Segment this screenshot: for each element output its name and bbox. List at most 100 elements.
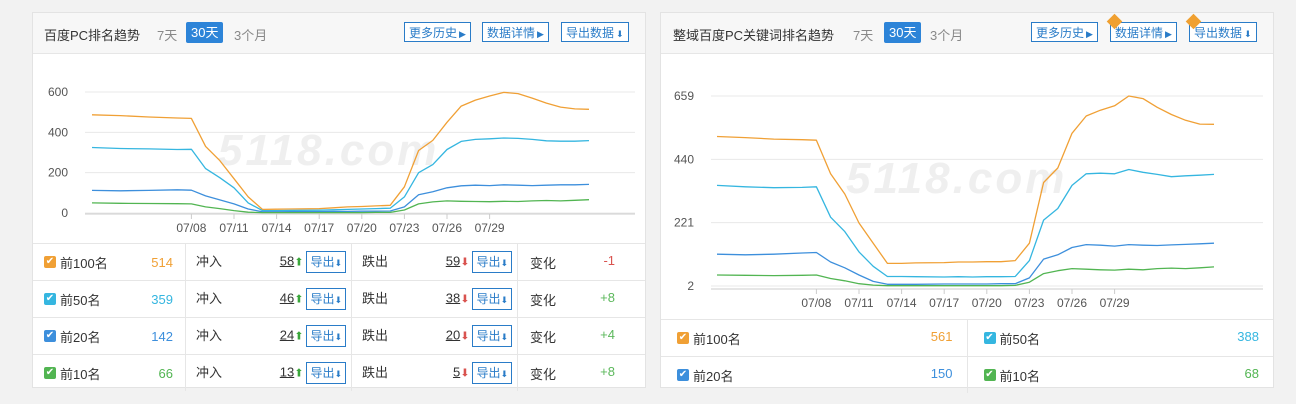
y-tick-label: 659 — [674, 89, 694, 103]
series-line — [91, 137, 590, 212]
x-tick-label: 07/20 — [347, 221, 377, 235]
export-button[interactable]: 导出⬇ — [472, 251, 512, 273]
export-button[interactable]: 导出⬇ — [306, 251, 346, 273]
export-button[interactable]: 导出⬇ — [306, 288, 346, 310]
legend-label: 前20名 — [693, 368, 734, 384]
series-line — [716, 168, 1215, 278]
legend-value: 68 — [1244, 365, 1259, 381]
arrow-up-icon: ⬆ — [294, 293, 304, 306]
checkbox-icon[interactable]: ✔ — [983, 332, 996, 344]
domain-keyword-rank-chart: 5118.com 659 440 221 2 07/08 07/11 07/14 07/17 0… — [674, 89, 1263, 310]
change-cell: 变化 +8 — [517, 280, 645, 318]
rise-label: 冲入 — [196, 328, 223, 343]
export-label: 导出 — [476, 292, 501, 306]
drop-count[interactable]: 59 — [445, 253, 461, 269]
y-tick-label: 221 — [674, 216, 694, 230]
rank-row: ✔ 前10名 66 冲入 13⬆ 导出⬇ 跌出 5⬇ 导出⬇ 变化 +8 — [33, 354, 645, 391]
watermark: 5118.com — [218, 126, 439, 175]
tab-30-days[interactable]: 30天 — [884, 22, 922, 43]
tab-3-months[interactable]: 3个月 — [930, 28, 964, 43]
change-value: -1 — [603, 252, 615, 268]
x-tick-label: 07/20 — [972, 296, 1002, 310]
domain-keyword-rank-panel: 整域百度PC关键词排名趋势 7天 30天 3个月 更多历史 ▶ 数据详情 ▶ 导出数… — [660, 12, 1274, 393]
checkbox-icon[interactable]: ✔ — [44, 293, 56, 305]
change-cell: 变化 +4 — [517, 317, 645, 355]
caret-right-icon: ▶ — [537, 29, 544, 39]
change-cell: 变化 -1 — [517, 243, 645, 281]
x-tick-label: 07/08 — [801, 296, 831, 310]
series-line — [91, 199, 590, 214]
checkbox-icon[interactable]: ✔ — [677, 332, 689, 344]
rise-count[interactable]: 46 — [279, 290, 295, 306]
export-button[interactable]: 导出⬇ — [306, 362, 346, 384]
y-tick-label: 600 — [48, 85, 68, 99]
rise-cell: 冲入 46⬆ 导出⬇ — [185, 280, 352, 318]
drop-cell: 跌出 20 ⬇ 导出⬇ — [351, 317, 518, 355]
export-button[interactable]: 导出⬇ — [472, 325, 512, 347]
export-data-button[interactable]: 导出数据 ⬇ — [561, 22, 629, 42]
tab-30-days[interactable]: 30天 — [186, 22, 224, 43]
checkbox-icon[interactable]: ✔ — [983, 369, 996, 381]
panel-title: 百度PC排名趋势 — [44, 28, 141, 43]
legend-cell: ✔ 前20名 150 — [661, 356, 967, 393]
data-details-button[interactable]: 数据详情 ▶ — [482, 22, 549, 42]
export-button[interactable]: 导出⬇ — [472, 362, 512, 384]
tab-7-days[interactable]: 7天 — [157, 28, 178, 43]
legend-label: 前50名 — [999, 331, 1040, 347]
checkbox-icon[interactable]: ✔ — [44, 367, 56, 379]
data-details-button[interactable]: 数据详情 ▶ — [1110, 22, 1177, 42]
export-data-button[interactable]: 导出数据 ⬇ — [1189, 22, 1257, 42]
rank-label: 前100名 — [60, 255, 108, 271]
export-button[interactable]: 导出⬇ — [306, 325, 346, 347]
checkbox-icon[interactable]: ✔ — [44, 330, 56, 342]
x-tick-label: 07/14 — [262, 221, 292, 235]
rise-count[interactable]: 24 — [279, 327, 295, 343]
tab-7-days[interactable]: 7天 — [853, 28, 874, 43]
rise-count[interactable]: 13 — [279, 364, 295, 380]
rank-row: ✔ 前20名 142 冲入 24⬆ 导出⬇ 跌出 20⬇ 导出⬇ 变化 +4 — [33, 317, 645, 355]
y-tick-label: 440 — [674, 152, 694, 166]
series-line — [91, 183, 590, 213]
rise-cell: 冲入 13⬆ 导出⬇ — [185, 354, 352, 391]
rise-count[interactable]: 58 — [279, 253, 295, 269]
change-label: 变化 — [530, 255, 557, 271]
series-line — [716, 242, 1215, 285]
domain-rank-legend-table: ✔ 前100名 561 ✔ 前50名 388 ✔ 前20名 150 ✔ 前10名 68 — [661, 319, 1273, 393]
rank-label: 前50名 — [60, 292, 101, 308]
export-button[interactable]: 导出⬇ — [472, 288, 512, 310]
download-icon: ⬇ — [500, 258, 508, 268]
export-data-label: 导出数据 — [566, 26, 615, 40]
legend-value: 388 — [1237, 328, 1259, 344]
drop-count[interactable]: 5 — [452, 364, 461, 380]
legend-value: 561 — [930, 328, 953, 344]
x-tick-label: 07/26 — [1057, 296, 1087, 310]
drop-label: 跌出 — [362, 328, 389, 343]
tab-3-months[interactable]: 3个月 — [234, 28, 268, 43]
y-tick-label: 200 — [48, 166, 68, 180]
arrow-up-icon: ⬆ — [294, 330, 304, 343]
legend-label: 前10名 — [999, 368, 1040, 384]
x-tick-label: 07/11 — [844, 296, 873, 310]
checkbox-icon[interactable]: ✔ — [677, 369, 689, 381]
download-icon: ⬇ — [500, 332, 508, 342]
series-line — [716, 266, 1215, 287]
arrow-down-icon: ⬇ — [460, 293, 470, 306]
legend-label: 前100名 — [693, 331, 741, 347]
checkbox-icon[interactable]: ✔ — [44, 256, 56, 268]
more-history-button[interactable]: 更多历史 ▶ — [404, 22, 471, 42]
download-icon: ⬇ — [334, 369, 342, 379]
rank-count: 142 — [133, 317, 186, 355]
arrow-up-icon: ⬆ — [294, 256, 304, 269]
rank-row: ✔ 前50名 359 冲入 46⬆ 导出⬇ 跌出 38⬇ 导出⬇ 变化 +8 — [33, 280, 645, 318]
drop-count[interactable]: 38 — [445, 290, 461, 306]
caret-right-icon: ▶ — [1165, 29, 1172, 39]
watermark: 5118.com — [846, 154, 1067, 203]
x-tick-label: 07/23 — [389, 221, 419, 235]
drop-count[interactable]: 20 — [445, 327, 461, 343]
more-history-button[interactable]: 更多历史 ▶ — [1031, 22, 1098, 42]
download-icon: ⬇ — [1244, 29, 1252, 39]
legend-row: ✔ 前20名 150 ✔ 前10名 68 — [661, 356, 1273, 393]
drop-cell: 跌出 59⬇ 导出⬇ — [351, 243, 518, 281]
data-details-label: 数据详情 — [487, 26, 536, 40]
rank-label: 前20名 — [60, 329, 101, 345]
